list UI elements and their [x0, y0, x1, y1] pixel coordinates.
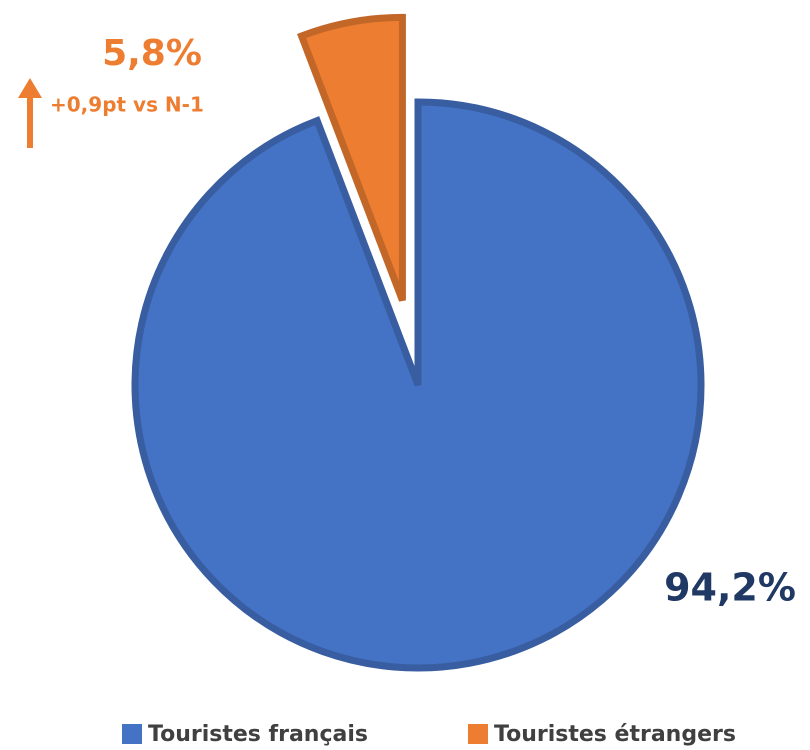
legend-label: Touristes étrangers: [494, 722, 736, 747]
pie-slice: [297, 13, 406, 302]
annotation: +0,9pt vs N-1: [50, 93, 204, 117]
legend-swatch: [122, 724, 142, 744]
increase-arrow: [18, 78, 42, 148]
data-label: 5,8%: [102, 33, 202, 74]
pie-slice: [131, 98, 705, 672]
legend-label: Touristes français: [148, 722, 368, 747]
data-label: 94,2%: [664, 566, 796, 610]
legend-swatch: [468, 724, 488, 744]
